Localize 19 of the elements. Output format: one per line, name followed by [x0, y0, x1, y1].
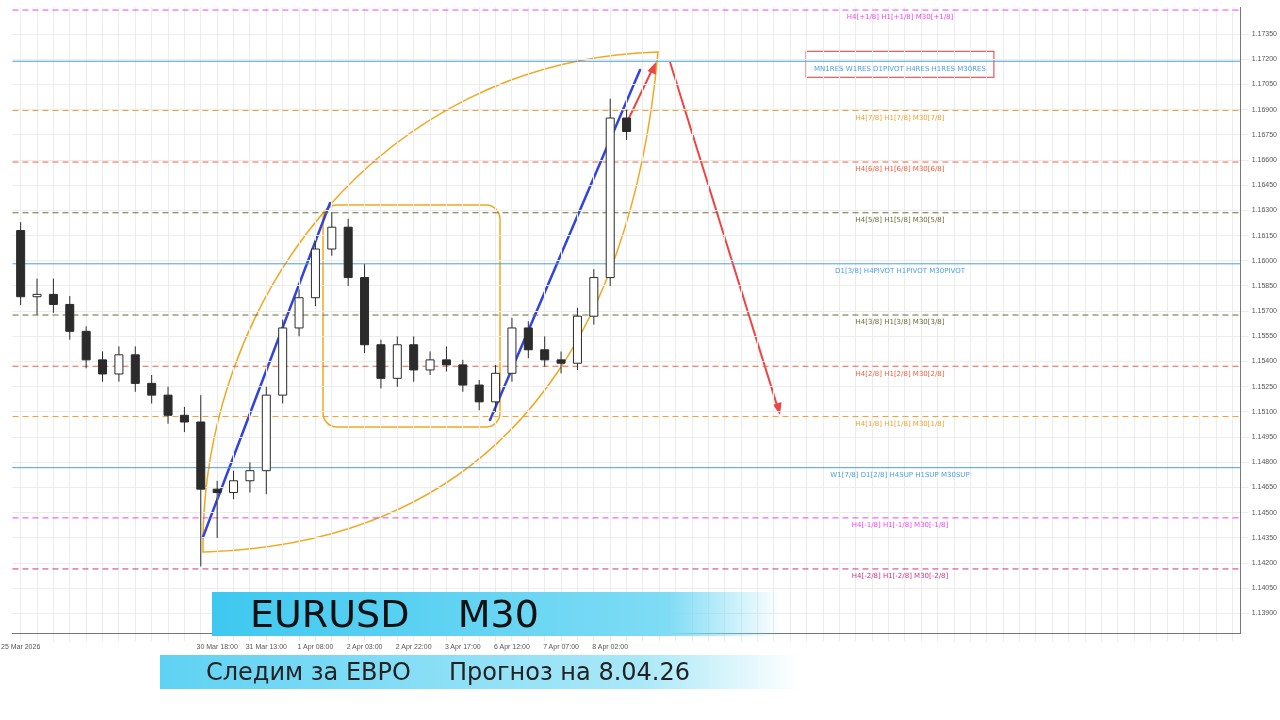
- candlestick: [147, 374, 157, 405]
- candlestick: [540, 335, 550, 368]
- candlestick: [556, 350, 566, 374]
- candlestick: [48, 278, 58, 314]
- candlestick: [327, 211, 337, 257]
- candlestick: [32, 278, 42, 316]
- candlestick: [179, 406, 189, 433]
- candlestick: [163, 386, 173, 425]
- candlestick: [245, 461, 255, 494]
- candlestick: [474, 379, 484, 411]
- candlestick: [212, 480, 222, 539]
- candlestick: [98, 350, 108, 383]
- candlestick: [523, 320, 533, 359]
- candlestick: [622, 109, 632, 141]
- candlestick: [114, 345, 124, 383]
- candlestick: [229, 470, 239, 500]
- candlestick: [425, 350, 435, 376]
- candlestick: [458, 359, 468, 393]
- candlestick: [441, 345, 451, 373]
